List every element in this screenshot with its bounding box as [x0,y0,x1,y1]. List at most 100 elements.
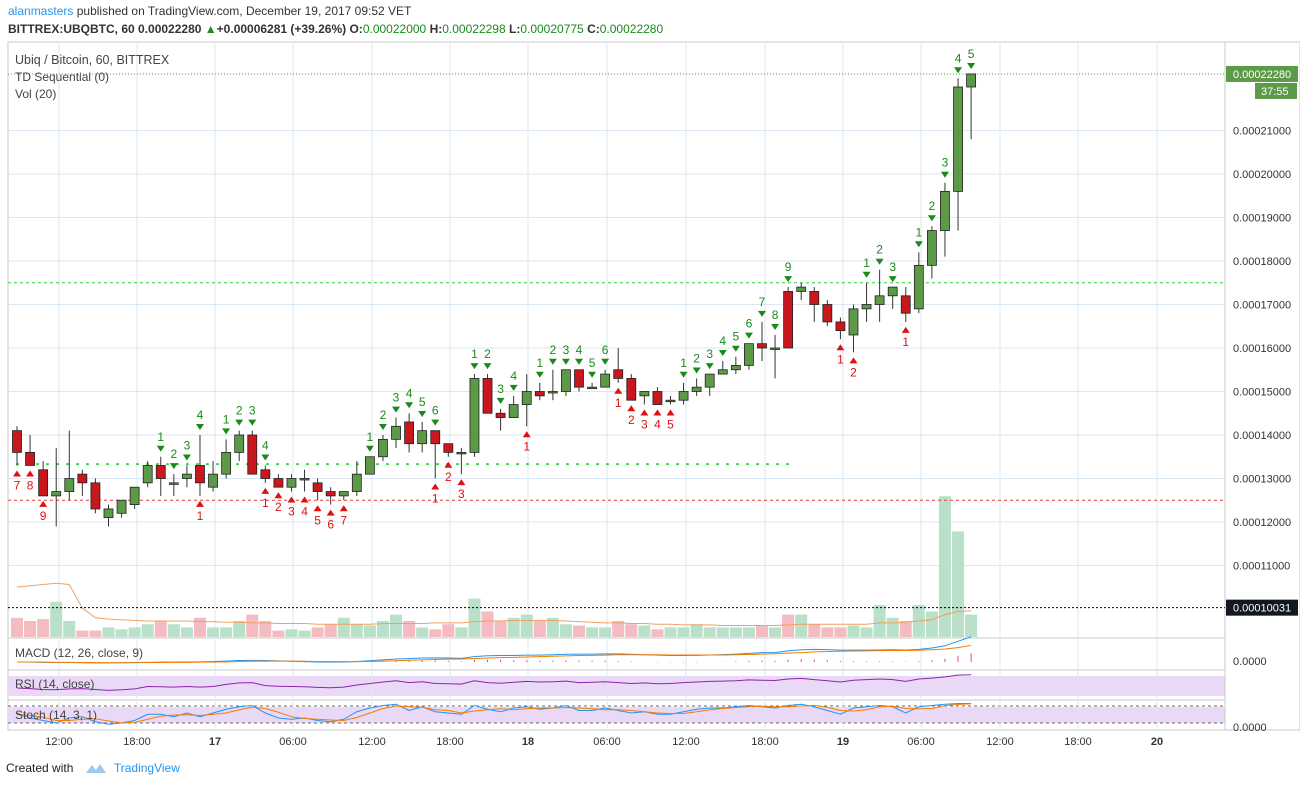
bullish-candle [182,473,192,479]
time-tick-label: 06:00 [279,736,307,748]
price-tick-label: 0.00020000 [1233,169,1291,181]
volume-bar [350,624,363,637]
bullish-candle [639,391,650,397]
td-buy-marker-icon [431,483,440,490]
price-tick-label: 0.00014000 [1233,430,1291,442]
volume-bar [769,627,782,637]
bullish-candle [848,308,859,336]
td-sell-count: 4 [955,51,962,65]
volume-bar [246,614,259,637]
td-buy-marker-icon [326,509,335,516]
volume-bar [520,614,533,637]
bearish-candle [38,469,49,497]
td-sell-count: 1 [367,430,374,444]
td-buy-count: 1 [523,439,530,453]
bullish-candle [508,404,519,418]
td-buy-count: 3 [458,487,465,501]
td-sell-count: 5 [419,395,426,409]
td-sell-marker-icon [757,310,766,317]
bullish-candle [469,378,480,453]
td-sell-count: 3 [393,391,400,405]
macd-legend[interactable]: MACD (12, 26, close, 9) [15,646,144,660]
volume-bar [481,611,494,637]
bullish-candle [286,478,297,488]
volume-bar [965,614,978,637]
bearish-candle [430,430,441,445]
td-sell-count: 6 [746,317,753,331]
time-tick-label: 18 [522,736,534,748]
volume-bar [729,627,742,637]
bearish-candle [404,421,415,445]
bullish-candle [391,425,401,440]
td-sell-marker-icon [718,350,727,357]
time-tick-label: 18:00 [1064,736,1092,748]
td-sell-marker-icon [418,410,427,417]
bearish-candle [195,465,205,484]
volume-bar [938,496,951,637]
author-link[interactable]: alanmasters [8,4,74,18]
low-value: 0.00020775 [520,22,584,36]
time-tick-label: 06:00 [907,736,935,748]
volume-bar [677,627,690,637]
bearish-candle [12,430,22,453]
volume-bar [834,627,847,637]
td-sell-count: 3 [184,438,191,452]
td-buy-count: 1 [837,352,844,366]
rsi-legend[interactable]: RSI (14, close) [15,677,95,691]
hline-label-bg [1226,599,1298,616]
volume-bar [180,627,193,637]
volume-bar [298,630,311,637]
volume-bar [37,619,50,637]
td-buy-count: 2 [850,365,857,379]
volume-bar [690,624,703,637]
bearish-candle [260,469,271,479]
volume-bar [102,627,115,637]
price-tick-label: 0.00015000 [1233,387,1291,399]
bullish-candle [547,391,558,394]
volume-bar [742,627,755,637]
volume-bar [324,624,337,637]
td-sell-marker-icon [927,215,936,222]
volume-bar [285,629,298,637]
bullish-candle [744,343,754,366]
td-sell-marker-icon [195,424,204,430]
time-tick-label: 12:00 [672,736,700,748]
td-buy-count: 1 [615,396,622,410]
td-buy-count: 1 [432,492,439,506]
tradingview-brand-link[interactable]: TradingView [113,761,180,775]
change-arrow-icon: ▲ [204,22,217,36]
price-tick-label: 0.00013000 [1233,474,1291,486]
chart-title: Ubiq / Bitcoin, 60, BITTREX [15,53,170,67]
td-sell-count: 3 [249,404,256,418]
td-sell-marker-icon [548,358,557,365]
time-tick-label: 06:00 [593,736,621,748]
volume-legend[interactable]: Vol (20) [15,87,57,101]
volume-bar [886,617,899,637]
bullish-candle [730,364,741,371]
td-sell-count: 3 [563,343,570,357]
td-sell-marker-icon [392,406,401,413]
td-sell-marker-icon [431,419,440,426]
td-sell-marker-icon [601,358,610,365]
bullish-candle [208,473,218,488]
rsi-line [16,674,972,691]
bearish-candle [574,369,584,388]
td-buy-marker-icon [614,387,623,394]
bearish-candle [90,482,101,510]
price-tick-label: 0.00019000 [1233,213,1291,225]
td-buy-marker-icon [522,431,531,438]
stoch-legend[interactable]: Stoch (14, 3, 1) [15,708,98,722]
td-sell-count: 1 [863,256,870,270]
td-sequential-legend[interactable]: TD Sequential (0) [15,70,110,84]
volume-bar [925,611,938,637]
macd-signal-line [17,644,972,664]
volume-bar [115,629,128,637]
bearish-candle [495,412,506,418]
td-sell-marker-icon [483,363,492,370]
footer: Created with TradingView [6,761,180,775]
bullish-candle [940,190,950,231]
bullish-candle [299,478,310,481]
td-sell-count: 2 [484,347,491,361]
bullish-candle [953,86,963,192]
